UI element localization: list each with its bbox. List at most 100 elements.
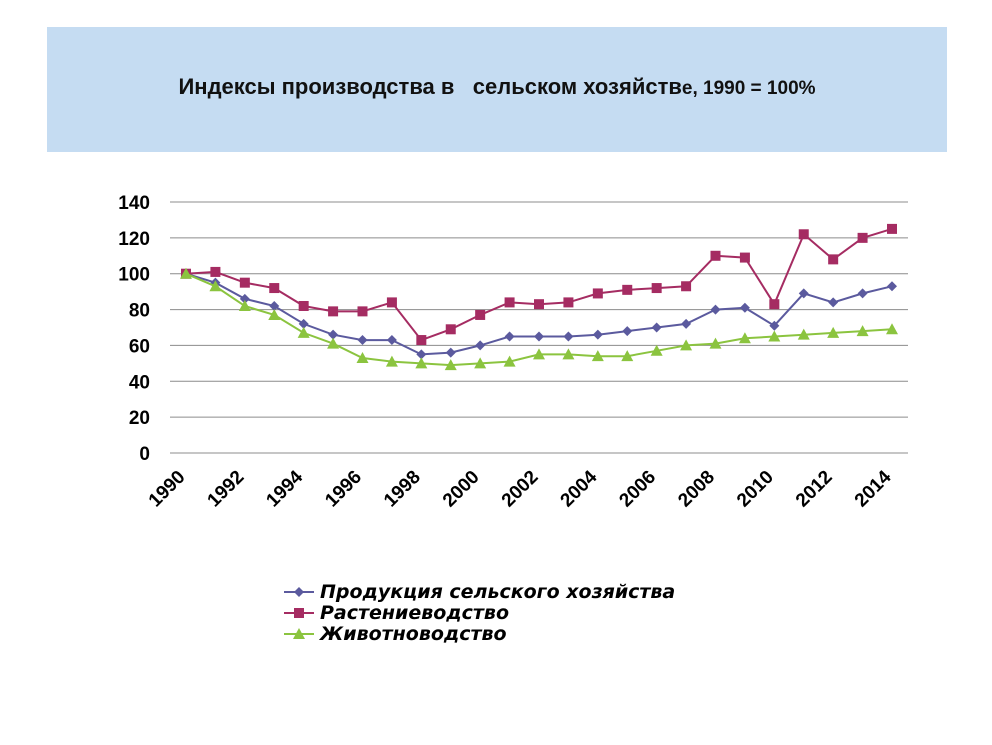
data-point-square: [504, 297, 515, 308]
x-tick-label: 2014: [851, 466, 896, 511]
title-banner: Индексы производства в сельском хозяйств…: [47, 27, 947, 152]
data-point-square: [210, 266, 221, 277]
data-point-square: [563, 297, 574, 308]
data-point-square: [857, 232, 868, 243]
data-point-diamond: [357, 335, 368, 346]
data-point-diamond: [828, 297, 839, 308]
data-point-triangle: [797, 328, 810, 340]
data-point-triangle: [209, 280, 222, 292]
data-point-square: [769, 299, 780, 310]
data-point-square: [798, 229, 809, 240]
data-point-square: [828, 254, 839, 265]
y-tick-label: 140: [118, 193, 150, 214]
data-point-triangle: [886, 323, 898, 335]
chart-title: Индексы производства в сельском хозяйств…: [47, 74, 947, 100]
data-point-square: [298, 300, 309, 311]
data-point-triangle: [327, 337, 340, 349]
data-point-triangle: [768, 330, 781, 342]
x-tick-label: 2012: [792, 467, 837, 512]
data-point-triangle: [533, 348, 545, 360]
data-point-triangle: [650, 344, 663, 356]
data-point-square: [622, 284, 633, 295]
data-point-diamond: [739, 302, 750, 313]
x-tick-label: 2010: [733, 467, 778, 512]
data-point-diamond: [651, 322, 662, 333]
x-tick-label: 1996: [321, 467, 366, 512]
data-point-square: [534, 299, 544, 310]
data-point-triangle: [562, 348, 575, 360]
data-point-triangle: [180, 267, 192, 279]
data-point-diamond: [563, 331, 574, 342]
data-point-diamond: [798, 288, 809, 299]
data-point-diamond: [857, 288, 868, 299]
legend-label: Животноводство: [320, 623, 507, 645]
data-point-square: [328, 306, 339, 317]
data-point-square: [269, 283, 280, 294]
data-point-diamond: [416, 349, 427, 360]
y-tick-label: 100: [118, 265, 150, 286]
data-point-triangle: [268, 308, 281, 320]
data-point-diamond: [769, 320, 780, 331]
data-point-square: [681, 281, 692, 292]
series-line-0: [185, 272, 893, 356]
data-point-diamond: [622, 326, 633, 337]
data-point-square: [592, 288, 603, 299]
data-point-triangle: [591, 350, 604, 362]
y-tick-label: 60: [129, 336, 150, 357]
data-point-square: [475, 309, 486, 320]
data-point-triangle: [415, 357, 428, 369]
chart-title-sub: е, 1990 = 100%: [681, 78, 816, 99]
data-point-triangle: [503, 355, 516, 367]
data-point-diamond: [681, 318, 692, 329]
legend-triangle-icon: [284, 628, 314, 639]
data-point-diamond: [592, 329, 603, 340]
data-point-square: [357, 306, 368, 317]
x-tick-label: 2002: [498, 467, 543, 512]
x-tick-label: 1994: [262, 466, 307, 511]
x-tick-label: 2004: [557, 466, 602, 511]
data-point-square: [386, 297, 397, 308]
x-tick-label: 2000: [439, 467, 484, 512]
x-tick-label: 1992: [204, 467, 249, 512]
data-point-diamond: [298, 318, 309, 329]
data-point-triangle: [709, 337, 722, 349]
data-point-diamond: [445, 347, 456, 358]
data-point-diamond: [475, 340, 486, 351]
y-tick-label: 80: [129, 301, 150, 322]
data-point-triangle: [621, 350, 634, 362]
x-tick-label: 2006: [615, 467, 660, 512]
data-point-diamond: [269, 300, 280, 311]
data-point-diamond: [534, 331, 544, 342]
data-point-triangle: [680, 339, 693, 351]
data-point-diamond: [386, 335, 397, 346]
data-point-triangle: [444, 359, 457, 371]
data-point-diamond: [328, 329, 339, 340]
data-point-square: [239, 277, 250, 288]
data-point-triangle: [738, 332, 751, 344]
data-point-triangle: [827, 326, 840, 338]
data-point-diamond: [710, 304, 721, 315]
data-point-triangle: [297, 326, 310, 338]
chart-title-main: Индексы производства в сельском хозяйств: [178, 74, 682, 99]
data-point-triangle: [238, 299, 251, 311]
data-point-diamond: [887, 281, 897, 292]
x-tick-label: 1990: [145, 467, 190, 512]
data-point-square: [739, 252, 750, 263]
x-tick-label: 1998: [380, 467, 425, 512]
legend-square-icon: [284, 608, 314, 618]
data-point-square: [651, 283, 662, 294]
legend-label: Растениеводство: [320, 602, 510, 624]
legend-label: Продукция сельского хозяйства: [320, 581, 676, 603]
data-point-diamond: [239, 293, 250, 304]
series-line-1: [185, 227, 893, 342]
y-tick-label: 40: [129, 372, 150, 393]
data-point-triangle: [856, 325, 869, 337]
y-tick-label: 120: [118, 229, 150, 250]
data-point-square: [710, 250, 721, 261]
data-point-triangle: [385, 355, 398, 367]
data-point-square: [445, 324, 456, 335]
data-point-triangle: [474, 357, 487, 369]
y-tick-label: 0: [139, 444, 150, 465]
data-point-triangle: [356, 351, 369, 363]
